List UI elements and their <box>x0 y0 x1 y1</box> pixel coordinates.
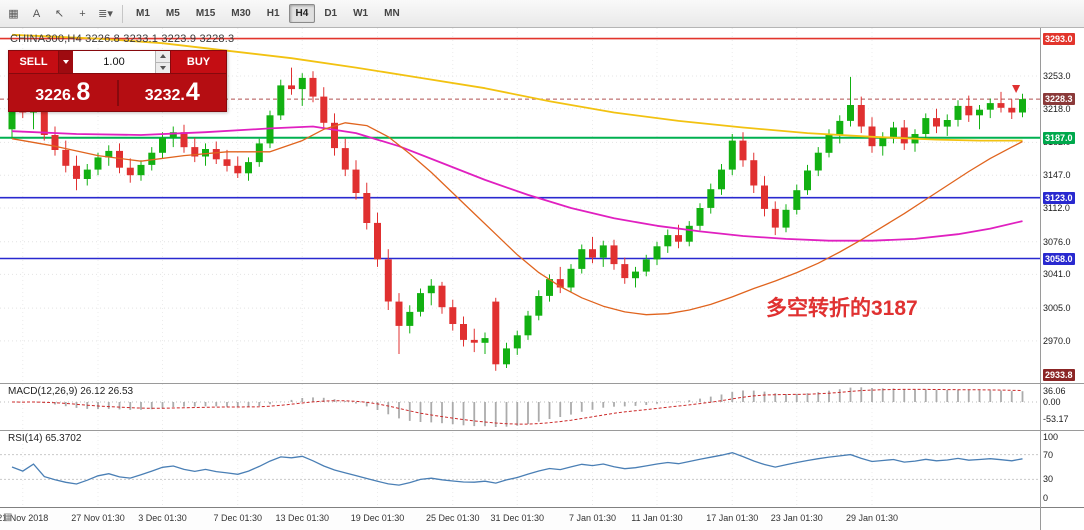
chart-symbol-header: CHINA300,H4 3226.8 3233.1 3223.9 3228.3 <box>10 33 235 45</box>
price-chart-canvas[interactable] <box>0 28 1084 530</box>
time-axis-label: 11 Jan 01:30 <box>631 513 683 523</box>
triangle-down-icon <box>160 65 166 70</box>
sell-button[interactable]: SELL <box>9 51 59 73</box>
time-axis-label: 21 Nov 2018 <box>0 513 49 523</box>
lot-size-field[interactable]: 1.00 <box>73 51 170 73</box>
rsi-scale-label: 100 <box>1043 432 1059 442</box>
price-line-label: 3187.0 <box>1043 131 1075 144</box>
indicators-dropdown-icon[interactable]: ≣▾ <box>98 8 113 20</box>
macd-scale-label: -53.17 <box>1043 414 1069 424</box>
price-scale-label: 3076.0 <box>1043 236 1071 247</box>
price-scale-label: 3005.0 <box>1043 303 1071 314</box>
timeframe-d1[interactable]: D1 <box>324 8 338 19</box>
stepper-down-button[interactable] <box>156 62 170 73</box>
buy-price-big-digit: 4 <box>185 78 200 106</box>
timeframe-m30[interactable]: M30 <box>231 8 251 19</box>
price-line-label: 3123.0 <box>1043 191 1075 204</box>
cursor-tool-icon[interactable]: ↖ <box>54 8 65 20</box>
buy-price[interactable]: 3232. 4 <box>119 80 227 105</box>
price-scale-label: 3112.0 <box>1043 203 1070 213</box>
time-axis-label: 23 Jan 01:30 <box>770 513 823 523</box>
timeframe-mn[interactable]: MN <box>384 8 400 19</box>
buy-button[interactable]: BUY <box>170 51 226 73</box>
price-scale[interactable]: 3253.03218.03182.03147.03112.03076.03041… <box>1041 28 1084 530</box>
price-scale-label: 3218.0 <box>1043 103 1071 114</box>
price-scale-label: 3253.0 <box>1043 71 1071 81</box>
order-options-dropdown[interactable] <box>59 51 73 73</box>
time-axis-label: 7 Jan 01:30 <box>568 513 617 523</box>
timeframe-h1[interactable]: H1 <box>266 8 280 19</box>
macd-label: MACD(12,26,9) 26.12 26.53 <box>8 386 134 397</box>
time-axis-label: 29 Jan 01:30 <box>845 513 899 523</box>
top-toolbar: ▦ A ↖ + ≣▾ M1 M5 M15 M30 H1 H4 D1 W1 MN <box>0 0 1084 28</box>
chart-annotation: 多空转折的3187 <box>766 297 918 320</box>
chart-area: CHINA300,H4 3226.8 3233.1 3223.9 3228.3 … <box>0 28 1084 530</box>
time-axis[interactable]: 21 Nov 2018 27 Nov 01:30 3 Dec 01:30 7 Dec … <box>0 508 1040 530</box>
rsi-scale-label: 0 <box>1043 493 1049 503</box>
time-axis-label: 13 Dec 01:30 <box>275 513 330 523</box>
one-click-trade-panel: SELL 1.00 BUY 3226. 8 <box>8 50 227 112</box>
lot-size-value[interactable]: 1.00 <box>103 56 125 68</box>
price-line-label: 3058.0 <box>1043 252 1075 265</box>
sell-price[interactable]: 3226. 8 <box>9 80 117 105</box>
rsi-scale-label: 30 <box>1043 474 1054 485</box>
time-axis-label: 19 Dec 01:30 <box>350 513 405 523</box>
price-scale-label: 2970.0 <box>1043 335 1071 346</box>
macd-scale-label: 0.00 <box>1043 397 1061 407</box>
price-scale-label: 3041.0 <box>1043 269 1071 280</box>
price-line-label: 3228.3 <box>1043 93 1075 106</box>
sell-price-main: 3226. <box>35 87 76 104</box>
sell-price-big-digit: 8 <box>76 78 91 106</box>
stepper-up-button[interactable] <box>156 51 170 63</box>
price-divider <box>116 79 119 106</box>
timeframe-h4[interactable]: H4 <box>288 4 316 23</box>
price-line-label: 3293.0 <box>1043 32 1075 45</box>
time-axis-label: 31 Dec 01:30 <box>490 513 545 523</box>
time-axis-label: 7 Dec 01:30 <box>213 513 263 523</box>
time-axis-label: 25 Dec 01:30 <box>425 513 480 523</box>
timeframe-m5[interactable]: M5 <box>165 8 180 19</box>
timeframe-m15[interactable]: M15 <box>195 8 216 19</box>
macd-scale-label: 36.06 <box>1043 385 1066 396</box>
price-line-label: 2933.8 <box>1043 368 1075 381</box>
timeframe-m1[interactable]: M1 <box>136 8 150 19</box>
text-tool-icon[interactable]: A <box>32 7 41 20</box>
window-icon[interactable]: ▦ <box>8 8 19 20</box>
toolbar-separator <box>122 4 123 23</box>
time-axis-label: 17 Jan 01:30 <box>706 513 759 523</box>
timeframe-w1[interactable]: W1 <box>353 8 369 19</box>
chevron-down-icon <box>63 60 69 64</box>
rsi-label: RSI(14) 65.3702 <box>8 433 82 444</box>
buy-price-main: 3232. <box>144 87 185 104</box>
crosshair-tool-icon[interactable]: + <box>79 7 86 20</box>
time-axis-label: 27 Nov 01:30 <box>71 513 125 523</box>
panel-grip-icon[interactable]: ▦ <box>3 512 13 523</box>
triangle-up-icon <box>160 54 166 59</box>
time-axis-label: 3 Dec 01:30 <box>138 513 187 523</box>
price-scale-label: 3147.0 <box>1043 170 1071 181</box>
quantity-stepper <box>155 51 170 73</box>
rsi-scale-label: 70 <box>1043 449 1054 460</box>
